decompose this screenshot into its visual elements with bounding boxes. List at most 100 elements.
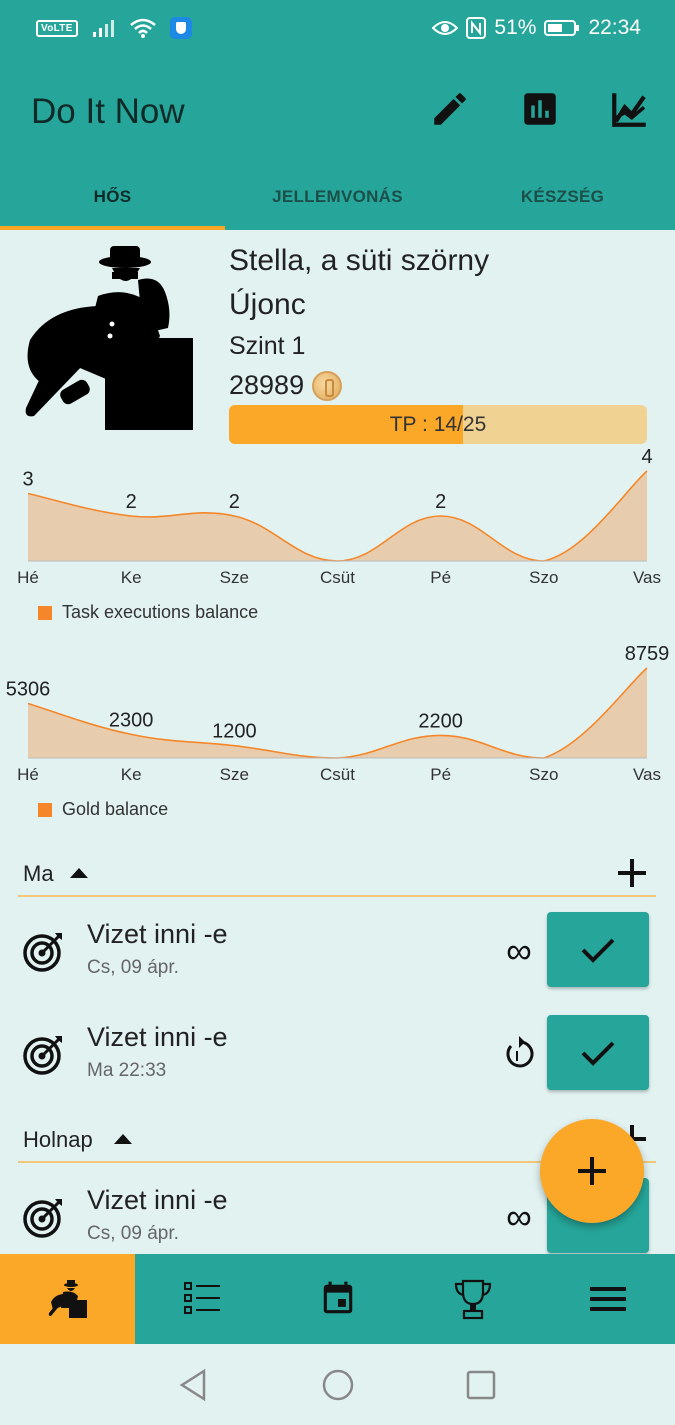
task-list-icon — [183, 1282, 220, 1314]
vpn-shield-icon — [169, 17, 192, 39]
hero-name: Stella, a süti szörny — [229, 244, 490, 277]
task-name: Vizet inni -e — [87, 1022, 228, 1052]
gold-coin-icon — [312, 370, 343, 401]
complete-task-button[interactable] — [547, 1015, 649, 1090]
x-tick-label: Szo — [529, 765, 558, 784]
wifi-icon — [129, 18, 156, 38]
status-bar: VoLTE 51% 22:34 — [0, 0, 675, 58]
task-item[interactable]: Vizet inni -e Ma 22:33 — [0, 1010, 675, 1105]
section-header-tomorrow[interactable]: Holnap — [18, 1119, 656, 1163]
bottom-navigation — [0, 1254, 675, 1344]
section-header-today[interactable]: Ma — [18, 853, 656, 897]
line-chart-icon[interactable] — [609, 88, 651, 130]
system-navigation-bar — [0, 1344, 675, 1425]
x-tick-label: Pé — [430, 568, 451, 587]
data-label: 3 — [22, 469, 33, 491]
x-tick-label: Sze — [220, 568, 249, 587]
data-label: 2 — [229, 491, 240, 513]
gold-balance-chart: Hé 5306 Ke 2300 Sze 1200 Csüt Pé 2200 Szo Vas 8759 … — [0, 642, 675, 822]
eye-comfort-icon — [432, 21, 459, 35]
collapse-caret-icon[interactable] — [114, 1134, 132, 1144]
nfc-icon — [466, 17, 487, 39]
series-area — [28, 471, 647, 561]
menu-icon — [589, 1287, 626, 1311]
tab-hero[interactable]: HŐS — [0, 170, 225, 230]
check-icon — [581, 1041, 615, 1066]
app-bar: Do It Now — [0, 58, 675, 170]
x-tick-label: Hé — [17, 568, 39, 587]
legend-label: Gold balance — [62, 799, 169, 819]
task-name: Vizet inni -e — [87, 919, 228, 949]
gold-balance-chart-svg: Hé 5306 Ke 2300 Sze 1200 Csüt Pé 2200 Szo Vas 8759 — [6, 643, 670, 784]
recents-icon[interactable] — [465, 1369, 497, 1401]
hero-rank: Újonc — [229, 288, 306, 321]
trophy-icon — [454, 1279, 491, 1320]
tab-skills[interactable]: KÉSZSÉG — [520, 187, 605, 206]
edit-icon[interactable] — [429, 88, 471, 130]
xp-progress-bar: TP : 14/25 — [229, 405, 647, 444]
hero-level: Szint 1 — [229, 332, 306, 360]
data-label: 2200 — [418, 710, 463, 732]
x-tick-label: Csüt — [320, 765, 355, 784]
target-icon — [23, 1199, 62, 1238]
x-tick-label: Vas — [633, 765, 661, 784]
network-badge: VoLTE — [36, 19, 78, 37]
legend-label: Task executions balance — [62, 602, 259, 622]
data-label: 5306 — [6, 678, 51, 700]
task-executions-chart-svg: Hé 3 Ke 2 Sze 2 Csüt Pé 2 Szo Vas 4 — [17, 446, 661, 587]
x-tick-label: Hé — [17, 765, 39, 784]
series-area — [28, 668, 647, 758]
chart-legend: Gold balance — [38, 799, 168, 820]
repeat-once-icon — [506, 1036, 534, 1068]
add-task-icon[interactable] — [618, 859, 646, 887]
nav-achievements[interactable] — [405, 1254, 540, 1344]
battery-icon — [544, 20, 580, 36]
task-executions-chart: Hé 3 Ke 2 Sze 2 Csüt Pé 2 Szo Vas 4 Task executions… — [0, 445, 675, 625]
tab-bar: HŐS JELLEMVONÁS KÉSZSÉG — [0, 170, 675, 230]
calendar-icon — [323, 1281, 352, 1314]
legend-swatch — [38, 802, 52, 817]
app-title: Do It Now — [31, 92, 185, 131]
nav-calendar[interactable] — [270, 1254, 405, 1344]
hero-icon — [48, 1280, 87, 1318]
chart-legend: Task executions balance — [38, 602, 258, 623]
add-fab-button[interactable] — [540, 1119, 644, 1223]
signal-icon — [92, 20, 114, 37]
xp-progress-fill — [229, 405, 464, 444]
data-label: 2 — [126, 491, 137, 513]
nav-tasks[interactable] — [135, 1254, 270, 1344]
collapse-caret-icon[interactable] — [70, 868, 88, 878]
x-tick-label: Vas — [633, 568, 661, 587]
data-label: 2300 — [109, 709, 154, 731]
check-icon — [581, 938, 615, 963]
home-icon[interactable] — [321, 1368, 355, 1402]
x-tick-label: Csüt — [320, 568, 355, 587]
gold-amount: 28989 — [229, 370, 305, 400]
infinity-icon: ∞ — [506, 930, 532, 971]
back-icon[interactable] — [178, 1368, 208, 1402]
legend-swatch — [38, 605, 52, 620]
task-date: Cs, 09 ápr. — [87, 1223, 179, 1244]
clock: 22:34 — [588, 16, 641, 39]
data-label: 2 — [435, 491, 446, 513]
complete-task-button[interactable] — [547, 912, 649, 987]
data-label: 4 — [641, 446, 652, 468]
hero-gold: 28989 — [229, 370, 343, 401]
section-label: Ma — [23, 861, 54, 886]
data-label: 1200 — [212, 721, 257, 743]
x-tick-label: Ke — [121, 568, 142, 587]
x-tick-label: Pé — [430, 765, 451, 784]
infinity-icon: ∞ — [506, 1196, 532, 1237]
target-icon — [23, 1036, 62, 1075]
x-tick-label: Ke — [121, 765, 142, 784]
x-tick-label: Sze — [220, 765, 249, 784]
task-date: Ma 22:33 — [87, 1060, 167, 1081]
task-item[interactable]: Vizet inni -e Cs, 09 ápr. ∞ — [0, 907, 675, 1002]
target-icon — [23, 933, 62, 972]
x-tick-label: Szo — [529, 568, 558, 587]
nav-hero[interactable] — [0, 1254, 135, 1344]
bar-chart-icon[interactable] — [519, 88, 561, 130]
tab-traits[interactable]: JELLEMVONÁS — [272, 187, 403, 206]
nav-menu[interactable] — [540, 1254, 675, 1344]
data-label: 8759 — [625, 643, 670, 665]
